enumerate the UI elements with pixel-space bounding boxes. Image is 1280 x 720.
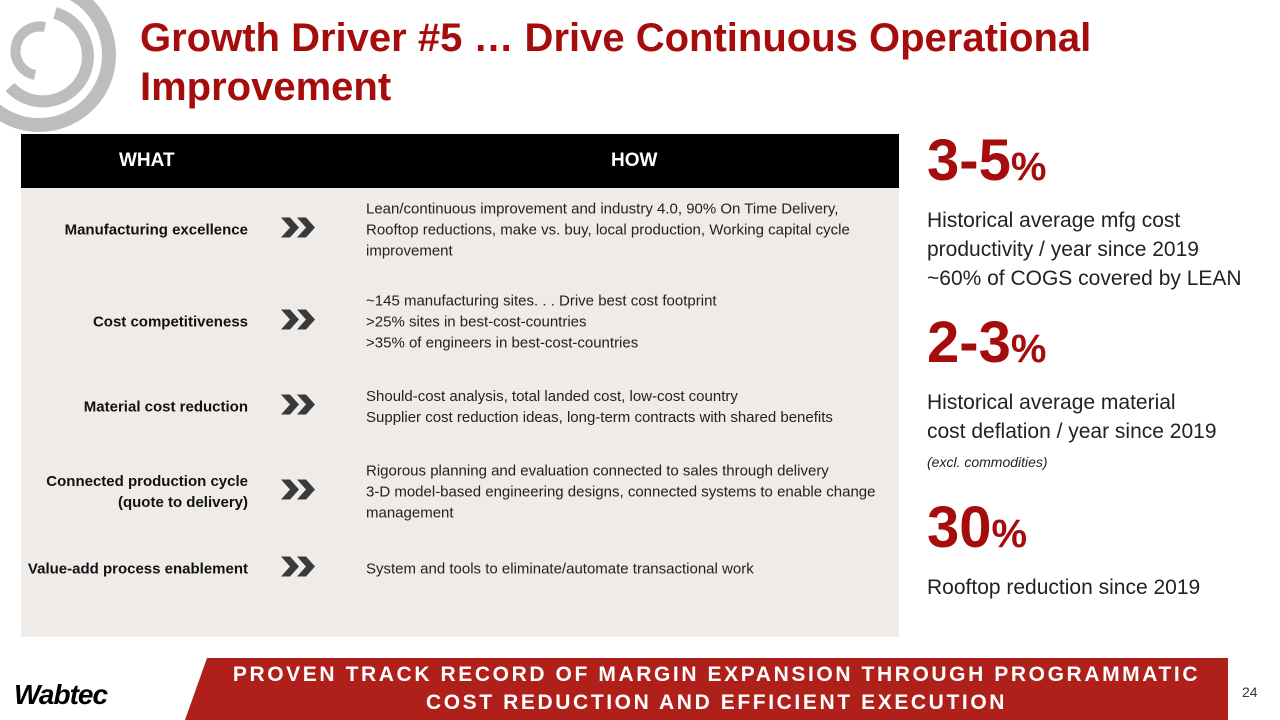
- wabtec-logo-mark-icon: [0, 0, 116, 132]
- table-row: Manufacturing excellence Lean/continuous…: [21, 190, 899, 270]
- how-text: Should-cost analysis, total landed cost,…: [366, 386, 891, 428]
- double-chevron-icon: [279, 309, 319, 336]
- table-row: Cost competitiveness ~145 manufacturing …: [21, 282, 899, 362]
- header-how: HOW: [611, 150, 658, 171]
- stat-description: ~60% of COGS covered by LEAN: [927, 267, 1242, 290]
- stat-description: Historical average mfg cost productivity…: [927, 209, 1199, 261]
- what-label: Manufacturing excellence: [64, 221, 248, 239]
- table-row: Connected production cycle (quote to del…: [21, 452, 899, 532]
- stat-value: 2-3%: [927, 310, 1047, 375]
- what-label: Connected production cycle (quote to del…: [46, 473, 248, 511]
- stat-note: (excl. commodities): [927, 454, 1048, 470]
- stat-block: 3-5% Historical average mfg cost producti…: [927, 130, 1267, 293]
- page-title: Growth Driver #5 … Drive Continuous Oper…: [140, 16, 1092, 109]
- growth-driver-table: WHAT HOW Manufacturing excellence Lean/c…: [21, 134, 899, 637]
- double-chevron-icon: [279, 556, 319, 583]
- stat-description: Historical average material cost deflati…: [927, 391, 1217, 443]
- summary-banner: PROVEN TRACK RECORD OF MARGIN EXPANSION …: [185, 658, 1228, 720]
- how-text: ~145 manufacturing sites. . . Drive best…: [366, 291, 891, 354]
- wabtec-logo: Wabtec: [14, 679, 108, 710]
- stat-block: 2-3% Historical average material cost def…: [927, 312, 1217, 477]
- what-label: Cost competitiveness: [92, 313, 248, 331]
- table-header: WHAT HOW: [21, 134, 899, 188]
- banner-text: PROVEN TRACK RECORD OF MARGIN EXPANSION …: [232, 663, 1201, 714]
- how-line: Should-cost analysis, total landed cost,…: [366, 388, 738, 405]
- how-line: >35% of engineers in best-cost-countries: [366, 334, 639, 352]
- double-chevron-icon: [279, 217, 319, 244]
- table-row: Value-add process enablement System and …: [21, 529, 899, 609]
- how-text: System and tools to eliminate/automate t…: [366, 560, 754, 578]
- double-chevron-icon: [279, 479, 319, 506]
- how-line: Supplier cost reduction ideas, long-term…: [366, 409, 833, 426]
- table-row: Material cost reduction Should-cost anal…: [21, 367, 899, 447]
- what-label: Material cost reduction: [83, 398, 248, 416]
- stat-description: Rooftop reduction since 2019: [927, 576, 1201, 599]
- stat-value: 3-5%: [927, 128, 1047, 193]
- stat-value: 30%: [927, 495, 1028, 560]
- how-line: ~145 manufacturing sites. . . Drive best…: [366, 292, 717, 310]
- stat-block: 30% Rooftop reduction since 2019: [927, 497, 1267, 602]
- how-text: Lean/continuous improvement and industry…: [366, 200, 850, 260]
- double-chevron-icon: [279, 394, 319, 421]
- how-line: >25% sites in best-cost-countries: [366, 313, 587, 331]
- how-line: Rigorous planning and evaluation connect…: [366, 462, 829, 480]
- how-text: Rigorous planning and evaluation connect…: [366, 461, 891, 524]
- what-label: Value-add process enablement: [27, 560, 248, 578]
- how-line: 3-D model-based engineering designs, con…: [366, 483, 876, 522]
- header-what: WHAT: [119, 150, 175, 171]
- page-number: 24: [1242, 684, 1258, 700]
